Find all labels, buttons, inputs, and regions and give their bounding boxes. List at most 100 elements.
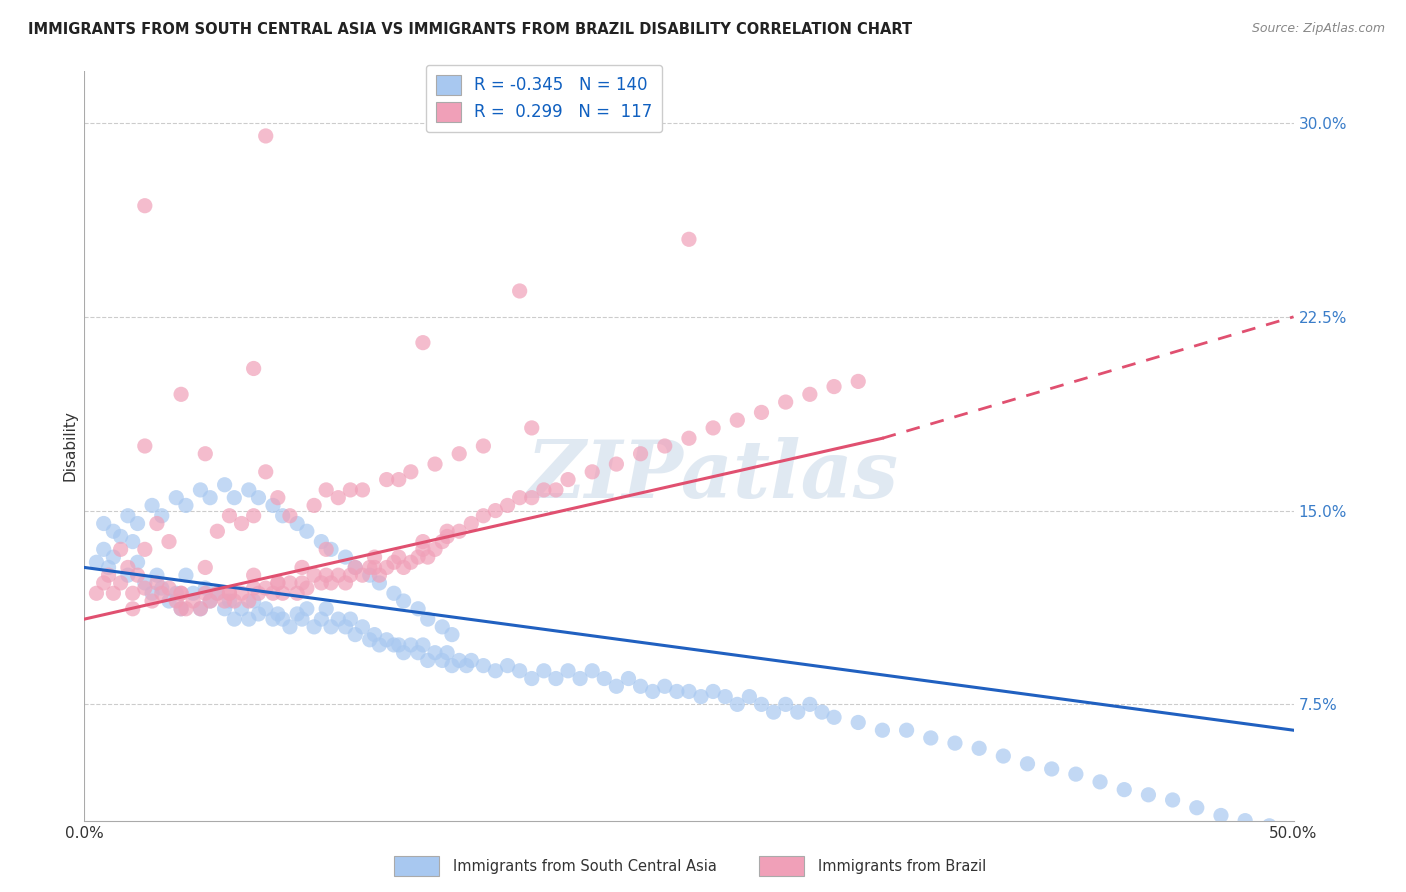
Point: [775, 395, 797, 409]
Point: [690, 690, 713, 704]
Point: [198, 491, 221, 505]
Point: [93, 542, 115, 557]
Point: [214, 594, 236, 608]
Point: [218, 586, 240, 600]
Point: [406, 646, 429, 660]
Point: [799, 387, 821, 401]
Point: [218, 586, 240, 600]
Point: [775, 698, 797, 712]
Point: [86, 555, 108, 569]
Point: [319, 542, 342, 557]
Point: [872, 723, 894, 738]
Point: [412, 638, 434, 652]
Point: [315, 483, 337, 497]
Point: [544, 672, 567, 686]
Text: Immigrants from Brazil: Immigrants from Brazil: [818, 859, 987, 873]
Text: IMMIGRANTS FROM SOUTH CENTRAL ASIA VS IMMIGRANTS FROM BRAZIL DISABILITY CORRELAT: IMMIGRANTS FROM SOUTH CENTRAL ASIA VS IM…: [28, 22, 912, 37]
Text: Source: ZipAtlas.com: Source: ZipAtlas.com: [1251, 22, 1385, 36]
Point: [702, 684, 724, 698]
Point: [127, 555, 149, 569]
Point: [315, 601, 337, 615]
Legend: R = -0.345   N = 140, R =  0.299   N =  117: R = -0.345 N = 140, R = 0.299 N = 117: [426, 65, 662, 132]
Point: [103, 550, 125, 565]
Point: [339, 483, 361, 497]
Point: [344, 627, 367, 641]
Point: [170, 387, 193, 401]
Point: [436, 529, 458, 543]
Point: [678, 684, 700, 698]
Point: [762, 705, 785, 719]
Point: [472, 508, 495, 523]
Point: [207, 586, 229, 600]
Point: [605, 457, 627, 471]
Point: [295, 581, 318, 595]
Point: [238, 594, 260, 608]
Point: [344, 560, 367, 574]
Point: [242, 581, 264, 595]
Point: [339, 568, 361, 582]
Point: [725, 698, 748, 712]
Point: [416, 550, 439, 565]
Point: [1114, 782, 1136, 797]
Point: [254, 128, 277, 143]
Point: [117, 568, 139, 582]
Point: [368, 568, 391, 582]
Point: [194, 560, 217, 574]
Point: [388, 638, 411, 652]
Point: [150, 586, 173, 600]
Point: [738, 690, 761, 704]
Point: [170, 586, 193, 600]
Point: [484, 503, 506, 517]
Point: [134, 542, 156, 557]
Text: ZIPatlas: ZIPatlas: [527, 437, 900, 515]
Point: [278, 508, 301, 523]
Point: [339, 612, 361, 626]
Point: [375, 560, 398, 574]
Point: [285, 516, 308, 531]
Point: [238, 612, 260, 626]
Point: [412, 534, 434, 549]
Point: [242, 594, 264, 608]
Point: [557, 473, 579, 487]
Y-axis label: Disability: Disability: [62, 410, 77, 482]
Point: [811, 705, 834, 719]
Point: [823, 379, 845, 393]
Point: [291, 612, 314, 626]
Point: [460, 653, 482, 667]
Point: [231, 586, 253, 600]
Point: [751, 698, 773, 712]
Point: [654, 679, 676, 693]
Point: [375, 473, 398, 487]
Point: [449, 653, 471, 667]
Point: [127, 568, 149, 582]
Point: [262, 586, 284, 600]
Point: [285, 586, 308, 600]
Point: [423, 457, 446, 471]
Point: [449, 524, 471, 539]
Point: [363, 550, 385, 565]
Point: [319, 576, 342, 591]
Point: [544, 483, 567, 497]
Point: [267, 576, 290, 591]
Point: [97, 560, 120, 574]
Point: [1161, 793, 1184, 807]
Point: [665, 684, 688, 698]
Point: [630, 447, 652, 461]
Point: [328, 612, 350, 626]
Point: [262, 612, 284, 626]
Point: [311, 612, 333, 626]
Point: [406, 601, 429, 615]
Point: [533, 483, 555, 497]
Point: [110, 529, 132, 543]
Point: [423, 542, 446, 557]
Point: [920, 731, 942, 745]
Point: [533, 664, 555, 678]
Point: [1258, 819, 1281, 833]
Point: [146, 516, 169, 531]
Point: [254, 465, 277, 479]
Point: [456, 658, 478, 673]
Point: [103, 524, 125, 539]
Point: [181, 594, 204, 608]
Point: [127, 516, 149, 531]
Point: [134, 576, 156, 591]
